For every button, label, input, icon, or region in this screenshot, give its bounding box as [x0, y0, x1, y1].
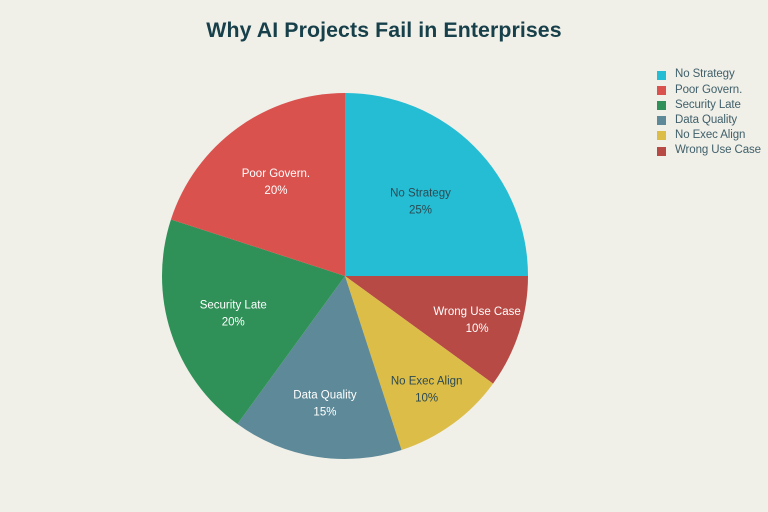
svg-text:Data Quality: Data Quality	[293, 390, 357, 402]
svg-text:Poor Govern.: Poor Govern.	[242, 168, 310, 180]
svg-text:Security Late: Security Late	[200, 299, 267, 311]
svg-text:25%: 25%	[409, 204, 432, 216]
svg-text:Wrong Use Case: Wrong Use Case	[433, 306, 520, 318]
svg-text:10%: 10%	[466, 323, 489, 335]
svg-text:20%: 20%	[264, 185, 287, 197]
svg-text:20%: 20%	[222, 316, 245, 328]
svg-text:10%: 10%	[415, 392, 438, 404]
svg-text:No Strategy: No Strategy	[390, 187, 451, 199]
svg-text:No Exec Align: No Exec Align	[391, 375, 463, 387]
svg-text:15%: 15%	[313, 407, 336, 419]
